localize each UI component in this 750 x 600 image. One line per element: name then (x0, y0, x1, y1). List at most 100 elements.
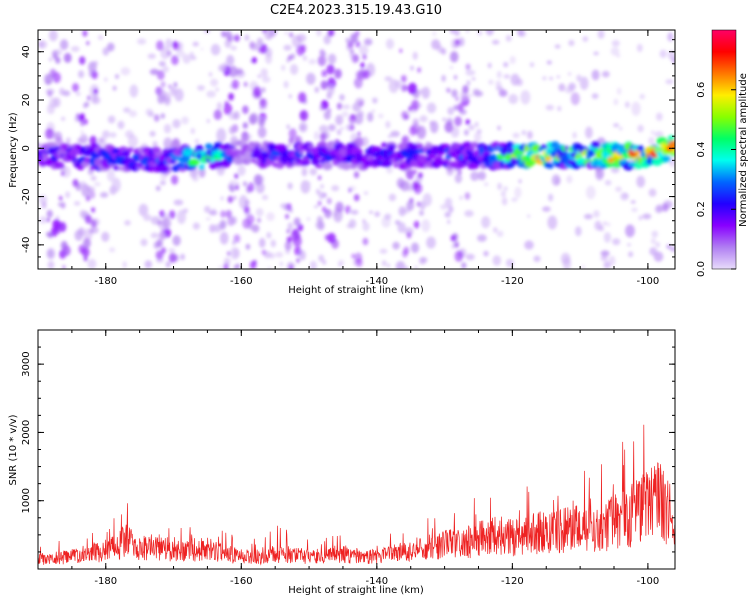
x-tick-label: -100 (637, 276, 660, 287)
spectrogram-band-blob (286, 229, 290, 234)
spectrogram-band-blob (464, 129, 469, 136)
spectrogram-x-axis: -180 -160 -140 -120 -100 (37, 30, 660, 287)
spectrogram-band-blob (293, 217, 301, 227)
spectrogram-band-blob (258, 118, 265, 127)
spectrogram-speckle (396, 80, 402, 89)
spectrogram-speckle (637, 124, 644, 133)
spectrogram-ridge-blob (651, 157, 663, 166)
spectrogram-band-blob (242, 122, 248, 129)
spectrogram-speckle (140, 238, 148, 247)
spectrogram-speckle (255, 207, 264, 217)
spectrogram-speckle (279, 261, 283, 267)
spectrogram-speckle (258, 237, 266, 248)
spectrogram-band-blob (290, 64, 299, 75)
spectrogram-speckle (149, 68, 159, 75)
spectrogram-speckle (593, 51, 599, 56)
spectrogram-speckle (206, 90, 216, 98)
spectrogram-speckle (444, 211, 451, 218)
spectrogram-speckle (465, 69, 476, 76)
spectrogram-band-blob (87, 95, 91, 101)
spectrogram-band-blob (256, 37, 264, 47)
snr-y-axis-label: SNR (10 * v/v) (8, 414, 19, 485)
spectrogram-speckle (102, 47, 110, 56)
spectrogram-speckle (182, 54, 191, 64)
snr-x-axis-label: Height of straight line (km) (288, 585, 424, 596)
spectrogram-speckle (138, 203, 149, 217)
spectrogram-band-blob (465, 63, 471, 70)
spectrogram-band-blob (298, 92, 307, 103)
spectrogram-speckle (210, 78, 219, 87)
spectrogram-band-blob (317, 221, 325, 231)
spectrogram-speckle (180, 253, 185, 261)
spectrogram-speckle (172, 235, 181, 246)
spectrogram-speckle (619, 126, 623, 131)
spectrogram-speckle (466, 80, 471, 86)
spectrogram-ridge-blob (416, 143, 424, 149)
spectrogram-ridge-blob (162, 166, 170, 172)
spectrogram-speckle (197, 85, 205, 91)
spectrogram-band-blob (79, 133, 88, 145)
spectrogram-ridge-blob (267, 143, 278, 153)
spectrogram-band-blob (362, 219, 366, 224)
spectrogram-band-blob (362, 221, 370, 232)
spectrogram-band-blob (327, 232, 336, 244)
spectrogram-ridge-blob (38, 160, 47, 167)
colorbar-tick-label: 0.4 (696, 142, 707, 158)
spectrogram-band-blob (48, 30, 58, 42)
spectrogram-speckle (194, 138, 200, 144)
spectrogram-ridge-blob (58, 163, 65, 169)
spectrogram-band-blob (292, 235, 302, 247)
spectrogram-speckle (620, 192, 629, 201)
spectrogram-speckle (514, 186, 522, 199)
spectrogram-ridge-blob (470, 141, 479, 148)
spectrogram-speckle (562, 257, 572, 269)
spectrogram-speckle (124, 220, 131, 226)
spectrogram-band-blob (412, 118, 419, 127)
spectrogram-band-blob (362, 69, 370, 79)
spectrogram-speckle (145, 108, 153, 116)
spectrogram-band-blob (46, 217, 50, 223)
spectrogram-band-blob (283, 205, 288, 211)
spectrogram-band-blob (453, 75, 458, 80)
spectrogram-y-axis: -40 -20 0 20 40 (21, 39, 675, 270)
spectrogram-speckle (237, 165, 246, 176)
spectrogram-speckle (369, 210, 373, 214)
spectrogram-band-blob (168, 210, 176, 219)
spectrogram-ridge-blob (452, 143, 459, 149)
spectrogram-band-blob (60, 171, 65, 177)
spectrogram-band-blob (52, 219, 61, 231)
spectrogram-speckle (555, 177, 561, 185)
spectrogram-speckle (491, 39, 500, 45)
spectrogram-band-blob (259, 98, 268, 109)
spectrogram-band-blob (397, 222, 406, 233)
spectrogram-band-blob (220, 210, 227, 218)
spectrogram-speckle (593, 210, 600, 218)
spectrogram-speckle (591, 93, 599, 99)
spectrogram-band-blob (328, 30, 335, 37)
spectrogram-speckle (61, 116, 66, 121)
spectrogram-band-blob (449, 51, 459, 63)
spectrogram-speckle (287, 222, 294, 231)
spectrogram-speckle (477, 234, 487, 242)
spectrogram-speckle (636, 175, 646, 188)
spectrogram-speckle (122, 261, 127, 269)
spectrogram-speckle (570, 92, 580, 106)
spectrogram-band-blob (165, 261, 171, 268)
spectrogram-speckle (111, 177, 121, 193)
spectrogram-band-blob (327, 85, 335, 96)
spectrogram-band-blob (317, 175, 322, 181)
spectrogram-speckle (638, 215, 643, 221)
spectrogram-band-blob (353, 171, 360, 179)
spectrogram-ridge-blob (550, 141, 560, 149)
spectrogram-speckle (338, 259, 345, 267)
spectrogram-speckle (340, 127, 344, 130)
spectrogram-band-blob (328, 53, 337, 65)
spectrogram-speckle (328, 124, 336, 132)
spectrogram-band-blob (400, 75, 407, 83)
spectrogram-speckle (206, 119, 210, 123)
spectrogram-speckle (627, 243, 631, 247)
spectrogram-ridge-blob (308, 144, 314, 149)
spectrogram-band-blob (73, 179, 79, 186)
spectrogram-speckle (671, 56, 675, 64)
